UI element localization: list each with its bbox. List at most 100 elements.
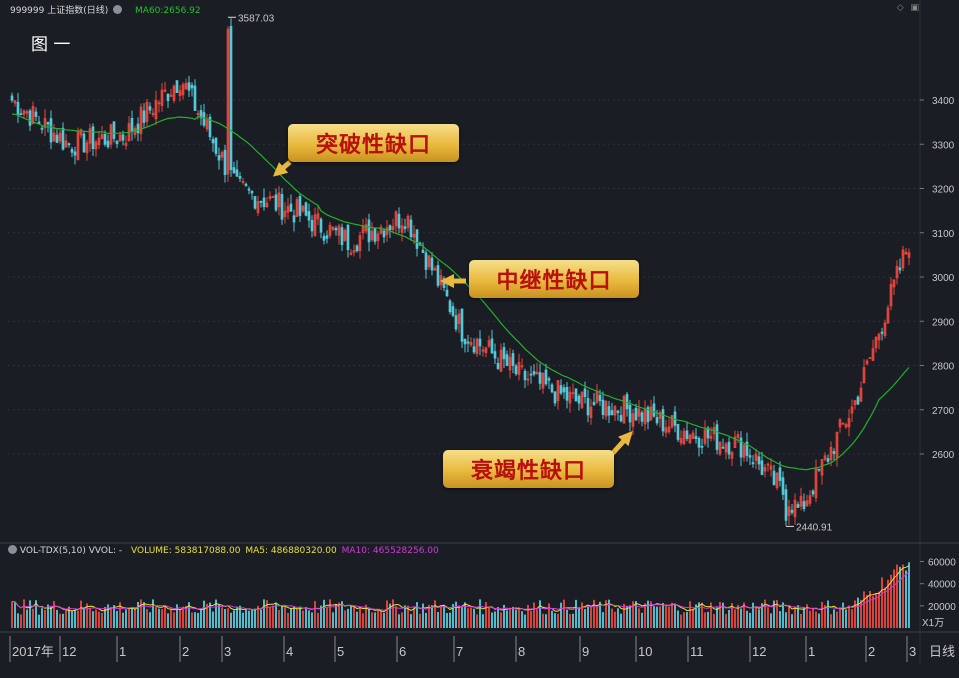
price-tick-label: 2700 — [932, 406, 955, 417]
volume-bar — [233, 610, 235, 628]
volume-bar — [353, 605, 355, 628]
volume-bar — [410, 614, 412, 628]
ma10-value: MA10: 465528256.00 — [341, 546, 439, 556]
volume-bar — [527, 604, 529, 628]
diamond-icon[interactable]: ◇ — [896, 3, 904, 13]
volume-bar — [68, 606, 70, 628]
candle-body — [88, 128, 92, 144]
volume-bar — [332, 612, 334, 628]
volume-bar — [185, 606, 187, 628]
volume-bar — [107, 604, 109, 628]
price-tick-label: 3000 — [932, 273, 955, 284]
candle-body — [448, 300, 452, 313]
candle-body — [49, 118, 53, 143]
volume-bar — [644, 603, 646, 628]
candle-body — [526, 378, 530, 381]
volume-bar — [380, 611, 382, 628]
volume-bar — [569, 613, 571, 628]
volume-bar — [338, 602, 340, 628]
volume-bar — [197, 612, 199, 628]
ticker-code: 999999 — [10, 6, 45, 16]
candle-body — [376, 233, 380, 241]
volume-bar — [152, 599, 154, 628]
volume-bar — [650, 601, 652, 628]
volume-bar — [80, 600, 82, 628]
candle-body — [763, 467, 767, 472]
volume-bar — [632, 601, 634, 628]
candle-body — [130, 117, 134, 133]
candle-body — [871, 348, 875, 362]
price-tick-label: 3100 — [932, 229, 955, 240]
candle-body — [235, 169, 239, 177]
candle-body — [70, 148, 74, 153]
panel-toggle-icon[interactable]: ▣ — [910, 3, 919, 13]
candle-body — [637, 408, 641, 417]
candle-body — [832, 451, 836, 454]
candle-body — [502, 347, 506, 360]
candle-body — [685, 430, 689, 439]
candle-body — [886, 307, 890, 324]
x-axis-label: 1 — [119, 644, 126, 659]
volume-bar — [677, 610, 679, 628]
volume-bar — [875, 593, 877, 628]
candle-body — [598, 394, 602, 402]
candle-body — [649, 406, 653, 421]
volume-bar — [209, 602, 211, 628]
volume-bar — [686, 611, 688, 628]
runaway-arrow-head — [440, 274, 454, 288]
candle-body — [802, 501, 806, 510]
candle-body — [397, 213, 401, 229]
candle-body — [238, 176, 242, 179]
volume-bar — [449, 612, 451, 628]
volume-bar — [848, 605, 850, 628]
volume-bar — [692, 608, 694, 628]
candle-body — [733, 436, 737, 449]
candle-body — [706, 427, 710, 439]
candle-body — [514, 365, 518, 375]
candle-body — [715, 424, 719, 450]
volume-bar — [815, 611, 817, 628]
callout-runaway-gap: 中继性缺口 — [469, 260, 639, 298]
candle-body — [247, 188, 251, 191]
volume-bar — [305, 607, 307, 628]
volume-bar — [377, 609, 379, 628]
candle-body — [433, 268, 437, 271]
candle-body — [349, 252, 353, 255]
volume-bar — [536, 609, 538, 628]
volume-bar — [296, 608, 298, 628]
candle-body — [106, 140, 110, 148]
volume-bar — [56, 609, 58, 628]
callout-exhaustion-gap: 衰竭性缺口 — [443, 450, 614, 488]
candle-body — [538, 372, 542, 384]
volume-bar — [797, 605, 799, 628]
candle-body — [307, 211, 311, 221]
volume-bar — [206, 603, 208, 628]
candle-body — [364, 224, 368, 232]
candle-body — [226, 28, 230, 175]
volume-bar — [770, 613, 772, 628]
candle-body — [415, 229, 419, 249]
volume-bar — [281, 605, 283, 628]
volume-bar — [494, 611, 496, 628]
ma60-value: 2656.92 — [163, 6, 201, 16]
volume-bar — [602, 612, 604, 628]
candle-body — [889, 283, 893, 307]
candle-body — [19, 113, 23, 116]
volume-bar — [599, 601, 601, 628]
volume-bar — [839, 607, 841, 628]
candle-body — [379, 226, 383, 234]
candle-body — [79, 129, 83, 136]
volume-settings-icon[interactable] — [8, 545, 17, 554]
volume-bar — [314, 601, 316, 628]
settings-circle-icon[interactable] — [113, 5, 123, 14]
volume-bar — [884, 587, 886, 628]
candle-body — [211, 139, 215, 144]
volume-bar — [113, 605, 115, 628]
candle-body — [199, 110, 203, 119]
volume-bar — [794, 606, 796, 628]
volume-bar — [269, 606, 271, 628]
volume-bar — [248, 610, 250, 628]
volume-bar — [857, 597, 859, 628]
